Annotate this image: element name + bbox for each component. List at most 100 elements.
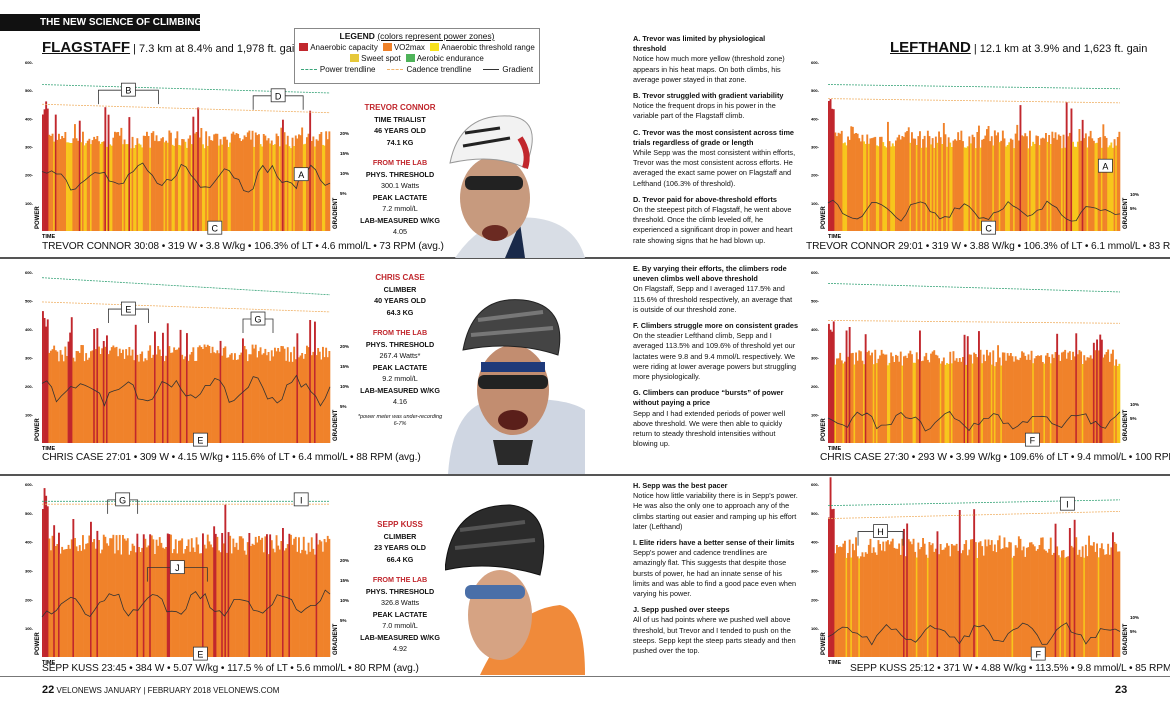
power-bar <box>58 532 60 657</box>
power-bar <box>971 539 974 657</box>
power-bar <box>875 145 878 231</box>
lactate-label: PEAK LACTATE <box>372 362 428 372</box>
power-bar <box>880 136 883 231</box>
power-bar <box>958 358 961 443</box>
lactate-value: 9.2 mmol/L <box>382 374 418 383</box>
power-bar <box>1003 138 1006 231</box>
power-bar <box>1025 359 1028 443</box>
power-bar <box>1025 136 1028 231</box>
annotation-h: H <box>857 524 904 546</box>
power-bar <box>210 544 212 657</box>
power-bar <box>91 542 94 657</box>
power-bar <box>869 138 872 231</box>
power-bar <box>326 357 329 443</box>
y-axis-label: POWER <box>821 206 827 229</box>
power-bar <box>163 361 166 443</box>
power-bar <box>86 140 89 231</box>
annotation-e: E <box>192 646 208 661</box>
power-bar <box>141 547 144 657</box>
power-bar <box>1076 554 1079 657</box>
power-bar <box>1073 356 1076 443</box>
power-bar <box>128 347 131 443</box>
power-bar <box>834 364 837 443</box>
power-bar <box>77 551 80 657</box>
power-trendline <box>41 84 331 94</box>
power-bar <box>1001 130 1004 231</box>
power-bar <box>237 133 240 231</box>
power-bar <box>195 537 198 657</box>
power-bar <box>990 364 993 443</box>
power-bar <box>859 556 862 657</box>
rider-photo-trevor <box>449 115 585 258</box>
power-bar <box>869 538 872 657</box>
power-bar <box>261 146 264 231</box>
annotation-f: F <box>1030 646 1046 661</box>
power-bar <box>891 356 894 443</box>
dashed-line-icon <box>300 69 317 70</box>
power-bar <box>150 535 153 657</box>
power-bar <box>1030 350 1033 443</box>
power-bar <box>178 145 180 231</box>
power-bar <box>1054 523 1057 657</box>
power-bar <box>1037 355 1039 443</box>
power-bar <box>898 134 901 231</box>
power-bar <box>165 140 168 231</box>
power-bar <box>131 136 134 231</box>
cadence-trendline <box>827 510 1121 519</box>
power-bar <box>237 359 240 443</box>
power-bar <box>829 99 832 231</box>
power-bar <box>926 359 929 443</box>
power-bar <box>946 363 948 443</box>
power-bar <box>1037 136 1039 231</box>
power-bar <box>925 147 928 231</box>
climb-detail: | 7.3 km at 8.4% and 1,978 ft. gain <box>133 43 301 55</box>
power-bar <box>176 553 179 657</box>
power-bar <box>85 543 88 657</box>
power-bar <box>80 550 83 657</box>
power-bar <box>267 352 270 443</box>
power-bar <box>850 557 853 657</box>
rider-role: CLIMBER <box>383 531 417 541</box>
power-bar <box>1112 349 1114 443</box>
power-bar <box>130 550 132 657</box>
power-bar <box>240 352 243 443</box>
power-bar <box>256 135 259 231</box>
x-axis-label: TIME <box>828 660 841 666</box>
power-bar <box>960 130 963 231</box>
power-bar <box>250 546 252 657</box>
power-bar <box>206 344 209 443</box>
power-bar <box>85 143 88 231</box>
power-bar <box>96 530 99 657</box>
power-bar <box>1000 549 1003 657</box>
power-bar <box>1049 144 1052 231</box>
power-bar <box>858 138 861 231</box>
rider-weight: 66.4 KG <box>386 554 414 564</box>
power-bar <box>275 133 278 231</box>
swatch-icon <box>429 43 439 51</box>
power-bar <box>1075 537 1078 657</box>
power-bar <box>110 145 113 231</box>
power-bar <box>828 323 830 443</box>
power-bar <box>901 136 904 231</box>
power-bar <box>832 321 835 443</box>
legend-label: Power trendline <box>319 65 376 74</box>
power-bar <box>875 363 878 443</box>
power-bar <box>895 354 897 443</box>
power-bar <box>51 535 54 657</box>
rider-age: 46 YEARS OLD <box>374 126 426 135</box>
power-bar <box>1096 142 1098 231</box>
power-bar <box>893 362 896 443</box>
annotation-box <box>1030 646 1046 661</box>
power-bar <box>941 550 944 657</box>
power-bar <box>1040 138 1043 231</box>
legend-title: LEGEND <box>339 31 375 41</box>
note-i: I. Elite riders have a better sense of t… <box>633 538 799 599</box>
power-bar <box>1022 352 1025 443</box>
power-bar <box>200 128 203 231</box>
power-bar <box>1048 135 1051 231</box>
power-bar <box>864 552 867 657</box>
power-bar <box>933 551 936 657</box>
y-tick-label: 100- <box>811 201 820 206</box>
rider-role: CLIMBER <box>383 284 417 294</box>
power-bar <box>998 142 1001 231</box>
